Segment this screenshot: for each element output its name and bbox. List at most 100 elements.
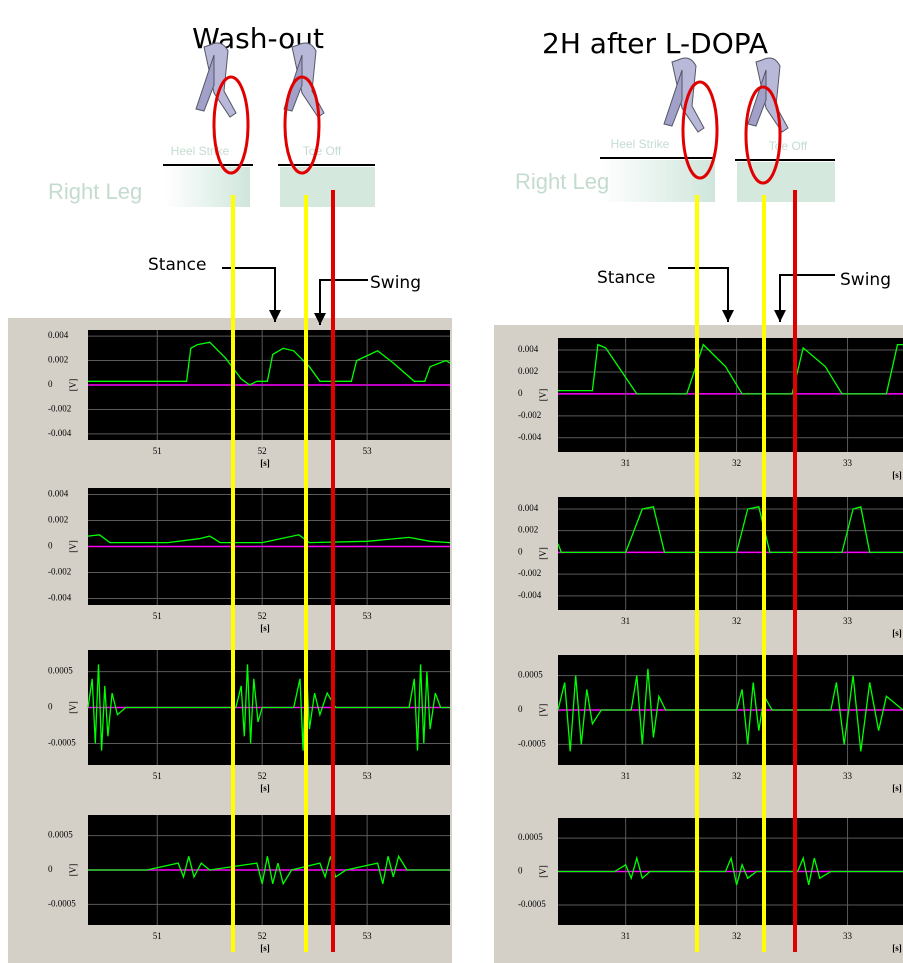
y-tick-label: 0: [518, 866, 523, 876]
x-tick-label: 52: [258, 611, 267, 621]
signal-line: [88, 341, 451, 386]
signal-line: [558, 343, 903, 395]
leg-figure: [747, 69, 767, 127]
y-tick-label: -0.002: [48, 404, 71, 414]
x-tick-label: 33: [843, 931, 853, 941]
panel-title: 2H after L-DOPA: [542, 27, 768, 60]
phase-box: [280, 167, 375, 207]
x-tick-label: 31: [621, 616, 630, 626]
y-tick-label: 0.002: [518, 525, 538, 535]
y-tick-label: -0.0005: [518, 899, 546, 909]
phase-box: [737, 162, 835, 202]
y-tick-label: 0: [48, 541, 53, 551]
x-tick-label: 31: [621, 931, 630, 941]
y-tick-label: -0.004: [48, 428, 72, 438]
leg-figure: [195, 54, 215, 112]
x-axis-label: [s]: [260, 623, 270, 633]
signal-line: [88, 854, 450, 886]
y-tick-label: -0.002: [518, 410, 541, 420]
signal-line: [557, 668, 903, 752]
x-axis-label: [s]: [892, 470, 902, 480]
y-tick-label: -0.004: [48, 593, 72, 603]
leg-figure: [663, 69, 683, 127]
y-axis-label: [V]: [538, 865, 548, 878]
heel-strike-label: Heel Strike: [171, 144, 230, 158]
x-tick-label: 33: [843, 458, 853, 468]
x-axis-label: [s]: [892, 783, 902, 793]
y-tick-label: 0: [518, 704, 523, 714]
y-tick-label: 0: [518, 388, 523, 398]
y-tick-label: -0.0005: [48, 738, 76, 748]
y-axis-label: [V]: [68, 864, 78, 877]
phase-box: [165, 167, 250, 207]
highlight-ellipse: [681, 80, 719, 180]
y-tick-label: -0.002: [518, 568, 541, 578]
plot-area: [558, 338, 903, 452]
toe-off-label: Toe Off: [303, 144, 342, 158]
arrow-head: [722, 310, 734, 322]
y-axis-label: [V]: [538, 547, 548, 560]
heel-strike-label: Heel Strike: [611, 137, 670, 151]
x-axis-label: [s]: [892, 943, 902, 953]
y-axis-label: [V]: [538, 389, 548, 402]
y-tick-label: -0.0005: [518, 738, 546, 748]
toe-off-label: Toe Off: [769, 139, 808, 153]
leg-label: Right Leg: [48, 179, 142, 204]
y-tick-label: 0.0005: [48, 666, 73, 676]
x-tick-label: 51: [153, 771, 162, 781]
y-axis-label: [V]: [68, 540, 78, 553]
x-axis-label: [s]: [260, 943, 270, 953]
y-tick-label: 0.004: [518, 503, 539, 513]
x-tick-label: 51: [153, 611, 162, 621]
stance-label: Stance: [148, 255, 206, 275]
y-tick-label: 0: [518, 546, 523, 556]
x-tick-label: 53: [363, 446, 373, 456]
y-tick-label: -0.0005: [48, 898, 76, 908]
arrow-head: [269, 310, 281, 322]
leg-label: Right Leg: [515, 169, 609, 194]
x-tick-label: 31: [621, 771, 630, 781]
x-tick-label: 52: [258, 931, 267, 941]
y-tick-label: -0.004: [518, 432, 542, 442]
arrow: [779, 274, 835, 322]
y-tick-label: 0.0005: [518, 832, 543, 842]
x-tick-label: 31: [621, 458, 630, 468]
y-tick-label: 0.002: [48, 355, 68, 365]
y-axis-label: [V]: [68, 701, 78, 714]
x-tick-label: 52: [258, 446, 267, 456]
signal-line: [558, 855, 903, 886]
x-tick-label: 53: [363, 771, 373, 781]
y-tick-label: 0: [48, 864, 53, 874]
y-tick-label: 0.004: [48, 489, 69, 499]
signal-line: [557, 505, 903, 554]
signal-line: [87, 664, 450, 751]
swing-label: Swing: [840, 270, 891, 290]
arrow: [668, 267, 729, 322]
y-tick-label: -0.004: [518, 590, 542, 600]
arrow: [222, 267, 276, 322]
arrow-head: [774, 310, 786, 322]
x-tick-label: 32: [732, 458, 741, 468]
plot-area: [558, 497, 903, 610]
y-tick-label: 0.0005: [518, 670, 543, 680]
arrow: [319, 279, 368, 325]
arrow-head: [314, 313, 326, 325]
y-tick-label: 0.004: [48, 330, 69, 340]
y-tick-label: 0: [48, 702, 53, 712]
x-axis-label: [s]: [892, 628, 902, 638]
signal-line: [87, 534, 451, 544]
x-tick-label: 51: [153, 446, 162, 456]
x-tick-label: 32: [732, 931, 741, 941]
y-axis-label: [V]: [68, 379, 78, 392]
y-tick-label: 0.004: [518, 344, 539, 354]
y-tick-label: 0.002: [518, 366, 538, 376]
highlight-ellipse: [212, 75, 250, 175]
swing-label: Swing: [370, 273, 421, 293]
stance-label: Stance: [597, 268, 655, 288]
x-tick-label: 52: [258, 771, 267, 781]
x-tick-label: 53: [363, 931, 373, 941]
x-axis-label: [s]: [260, 458, 270, 468]
y-tick-label: 0: [48, 379, 53, 389]
x-axis-label: [s]: [260, 783, 270, 793]
